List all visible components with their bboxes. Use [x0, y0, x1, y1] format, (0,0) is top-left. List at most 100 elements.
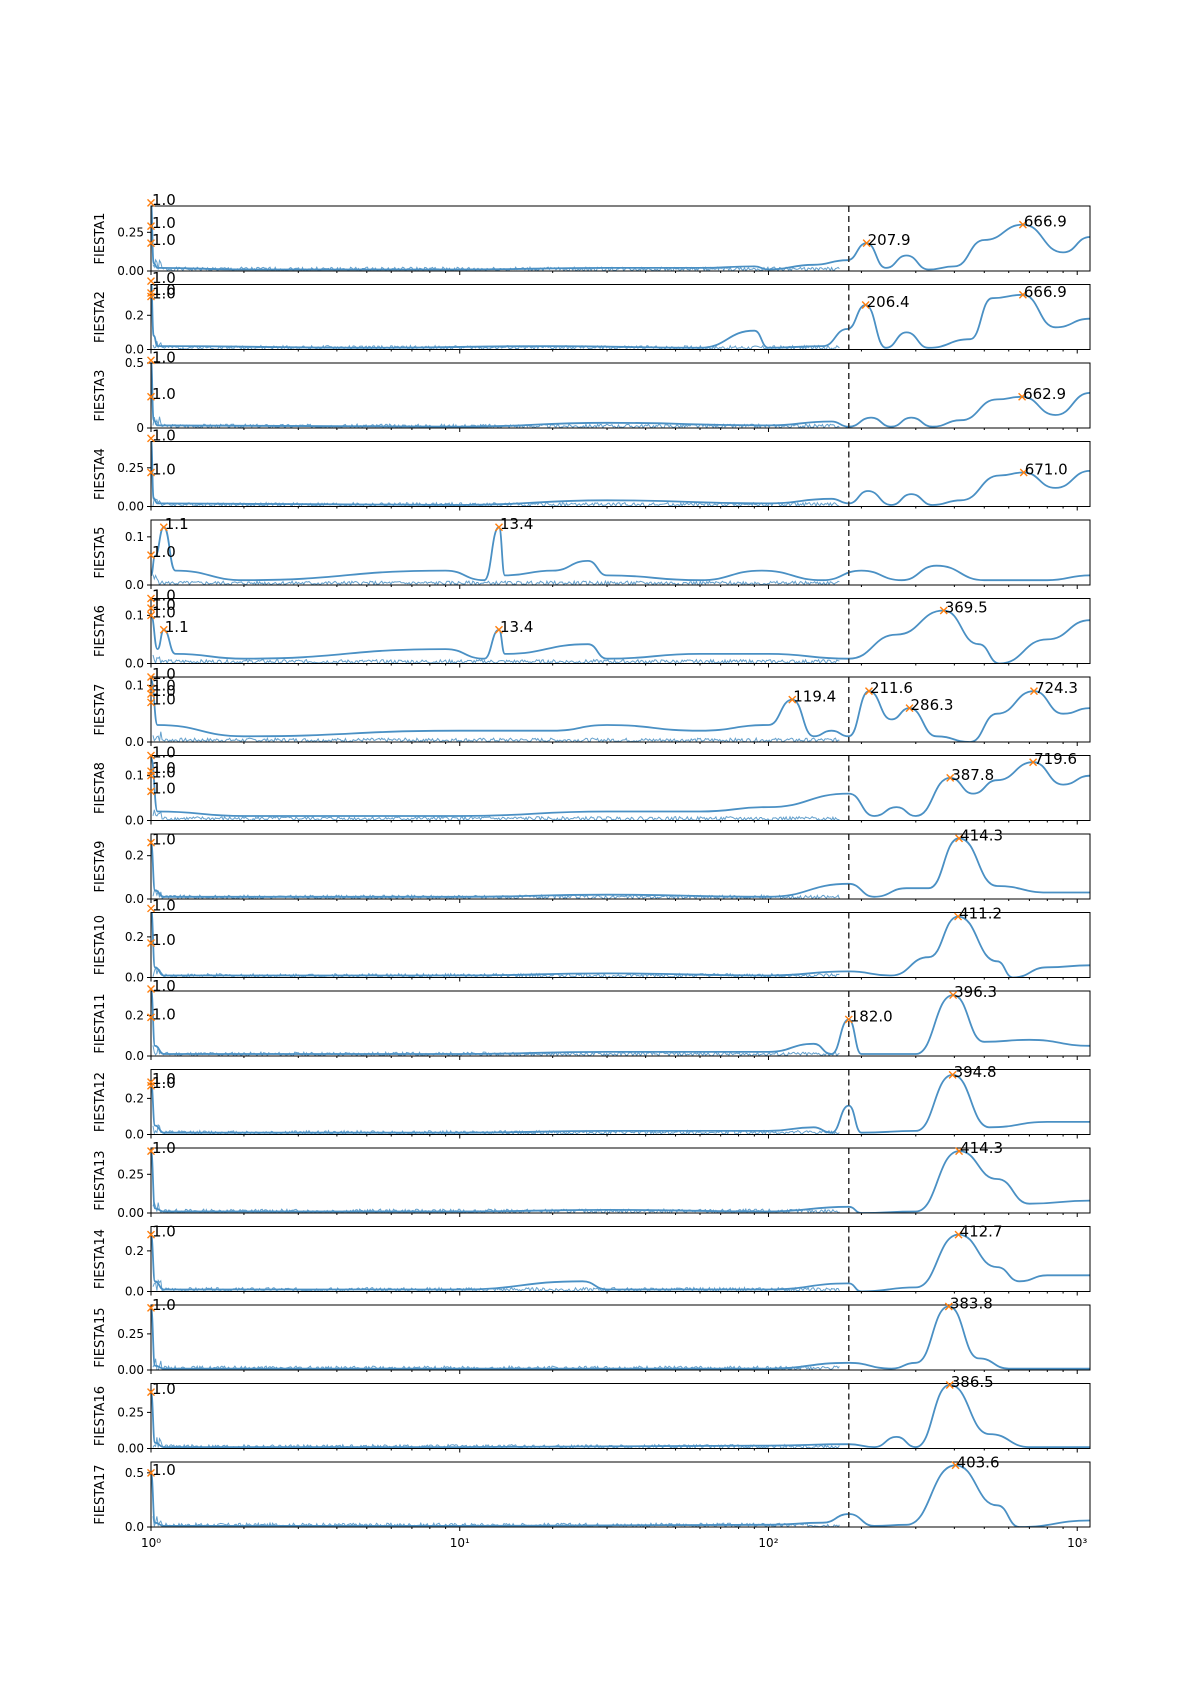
peak-label: 671.0 [1025, 460, 1068, 478]
peak-marker [954, 912, 963, 921]
peak-label: 1.0 [152, 1074, 176, 1092]
peak-marker [862, 239, 871, 248]
peak-marker [1029, 687, 1038, 696]
peak-label: 394.8 [954, 1063, 997, 1081]
y-axis-label: FIESTA7 [93, 684, 108, 736]
y-axis-label: FIESTA10 [93, 915, 108, 975]
peak-marker [147, 222, 155, 231]
y-tick-label: 0.5 [125, 1466, 144, 1480]
y-tick-label: 0.25 [117, 1327, 144, 1341]
peak-label: 1.0 [152, 690, 176, 708]
y-tick-label: 0.0 [125, 1049, 144, 1063]
peak-label: 1.1 [165, 515, 189, 533]
peak-label: 1.0 [152, 1139, 176, 1157]
peak-label: 182.0 [850, 1007, 893, 1025]
peak-label: 1.1 [165, 618, 189, 636]
peak-marker [844, 1015, 853, 1024]
peak-label: 662.9 [1023, 385, 1066, 403]
peak-marker [1018, 290, 1027, 299]
peak-marker [147, 468, 155, 477]
y-tick-label: 0.25 [117, 225, 144, 239]
peak-label: 1.0 [152, 214, 176, 232]
panel-frame [150, 519, 1091, 586]
y-tick-label: 0.1 [125, 678, 144, 692]
y-tick-label: 0.25 [117, 1167, 144, 1181]
peak-marker [494, 625, 503, 634]
series-line [151, 1305, 1090, 1370]
peak-label: 411.2 [959, 905, 1002, 923]
peak-label: 286.3 [911, 696, 954, 714]
series-line [151, 678, 1090, 742]
series-line [151, 1383, 1090, 1449]
y-tick-label: 0.0 [125, 814, 144, 828]
peak-label: 1.0 [152, 779, 176, 797]
y-tick-label: 0.0 [125, 657, 144, 671]
y-tick-label: 0.2 [125, 1008, 144, 1022]
peak-marker [788, 695, 797, 704]
y-axis-label: FIESTA6 [93, 605, 108, 657]
series-line [151, 1464, 1090, 1527]
y-tick-label: 0.1 [125, 530, 144, 544]
peak-label: 412.7 [960, 1223, 1003, 1241]
peak-marker [147, 751, 155, 760]
x-tick-label: 10¹ [450, 1536, 470, 1550]
peak-marker [147, 771, 155, 780]
series-line [151, 609, 1090, 664]
series-line [151, 756, 1090, 817]
y-tick-label: 0.0 [125, 578, 144, 592]
y-tick-label: 0.00 [117, 500, 144, 514]
panel-frame [150, 1304, 1091, 1371]
noise-layer [152, 809, 840, 821]
y-tick-label: 0.5 [125, 356, 144, 370]
peak-marker [147, 689, 155, 698]
panel-14: 0.0 0.2 FIESTA14 1.0 412.7 [93, 1223, 1091, 1299]
peak-label: 1.0 [152, 191, 176, 209]
panel-frame [150, 1147, 1091, 1214]
peak-marker [949, 991, 958, 1000]
peak-label: 1.0 [152, 896, 176, 914]
y-tick-label: 0.0 [125, 1285, 144, 1299]
peak-label: 1.0 [152, 460, 176, 478]
peak-marker [948, 1070, 957, 1079]
panel-4: 0.00 0.25 FIESTA4 1.0 1.0 671.0 [93, 426, 1091, 514]
x-tick-label: 10² [758, 1536, 778, 1550]
peak-marker [944, 1302, 953, 1311]
peak-marker [1018, 220, 1027, 229]
series-line [151, 991, 1090, 1055]
peak-label: 666.9 [1024, 283, 1067, 301]
peak-marker [147, 434, 155, 443]
series-line [151, 206, 1090, 271]
peak-label: 1.0 [152, 977, 176, 995]
y-axis-label: FIESTA16 [93, 1386, 108, 1446]
y-tick-label: 0.2 [125, 1244, 144, 1258]
series-line [151, 363, 1090, 428]
peak-marker [1018, 392, 1027, 401]
peak-label: 724.3 [1035, 679, 1078, 697]
panel-frame [150, 284, 1091, 350]
y-tick-label: 0.0 [125, 735, 144, 749]
y-tick-label: 0.00 [117, 264, 144, 278]
panel-5: 0.0 0.1 FIESTA5 1.0 1.1 13.4 [93, 515, 1091, 592]
y-tick-label: 0.25 [117, 1405, 144, 1419]
peak-marker [147, 239, 155, 248]
peak-label: 414.3 [960, 1139, 1003, 1157]
peak-label: 1.0 [152, 281, 176, 299]
peak-label: 719.6 [1034, 750, 1077, 768]
y-axis-label: FIESTA8 [93, 762, 108, 814]
panel-13: 0.00 0.25 FIESTA13 1.0 414.3 [93, 1139, 1091, 1220]
peak-label: 1.0 [152, 759, 176, 777]
peak-marker [147, 1230, 155, 1239]
peak-label: 386.5 [951, 1373, 994, 1391]
y-tick-label: 0.00 [117, 1206, 144, 1220]
series-line [151, 1150, 1090, 1213]
y-axis-label: FIESTA1 [93, 213, 108, 265]
peak-marker [494, 523, 503, 532]
panel-3: 0 0.5 FIESTA3 1.0 1.0 662.9 [93, 348, 1091, 435]
y-tick-label: 0.0 [125, 343, 144, 357]
peak-label: 1.0 [152, 231, 176, 249]
peak-marker [945, 1380, 954, 1389]
peak-marker [159, 523, 168, 532]
peak-marker [147, 938, 155, 947]
y-tick-label: 0.2 [125, 1091, 144, 1105]
